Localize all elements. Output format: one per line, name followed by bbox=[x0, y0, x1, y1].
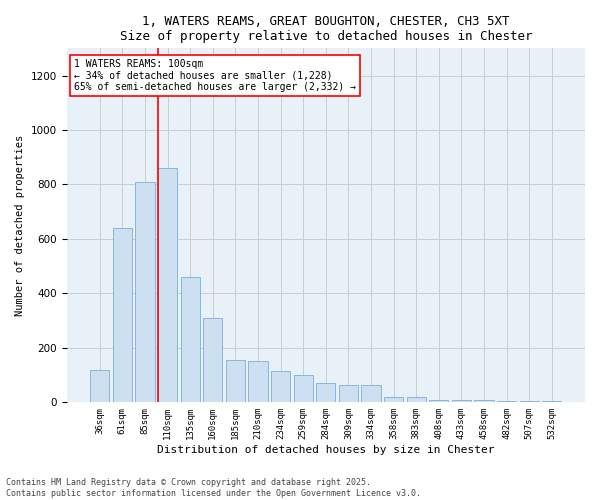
Bar bbox=[293, 375, 313, 402]
Bar bbox=[384, 397, 403, 402]
Bar bbox=[316, 384, 335, 402]
Bar bbox=[226, 360, 245, 403]
Bar bbox=[339, 384, 358, 402]
Y-axis label: Number of detached properties: Number of detached properties bbox=[15, 134, 25, 316]
Bar bbox=[113, 228, 132, 402]
Bar bbox=[452, 400, 471, 402]
Bar bbox=[248, 362, 268, 403]
X-axis label: Distribution of detached houses by size in Chester: Distribution of detached houses by size … bbox=[157, 445, 494, 455]
Bar bbox=[271, 371, 290, 402]
Text: Contains HM Land Registry data © Crown copyright and database right 2025.
Contai: Contains HM Land Registry data © Crown c… bbox=[6, 478, 421, 498]
Bar bbox=[136, 182, 155, 402]
Bar bbox=[181, 277, 200, 402]
Text: 1 WATERS REAMS: 100sqm
← 34% of detached houses are smaller (1,228)
65% of semi-: 1 WATERS REAMS: 100sqm ← 34% of detached… bbox=[74, 59, 356, 92]
Bar bbox=[429, 400, 448, 402]
Bar bbox=[407, 397, 426, 402]
Title: 1, WATERS REAMS, GREAT BOUGHTON, CHESTER, CH3 5XT
Size of property relative to d: 1, WATERS REAMS, GREAT BOUGHTON, CHESTER… bbox=[119, 15, 532, 43]
Bar bbox=[497, 401, 516, 402]
Bar bbox=[361, 384, 380, 402]
Bar bbox=[520, 401, 539, 402]
Bar bbox=[542, 401, 562, 402]
Bar bbox=[475, 400, 494, 402]
Bar bbox=[203, 318, 223, 402]
Bar bbox=[158, 168, 177, 402]
Bar bbox=[90, 370, 109, 402]
